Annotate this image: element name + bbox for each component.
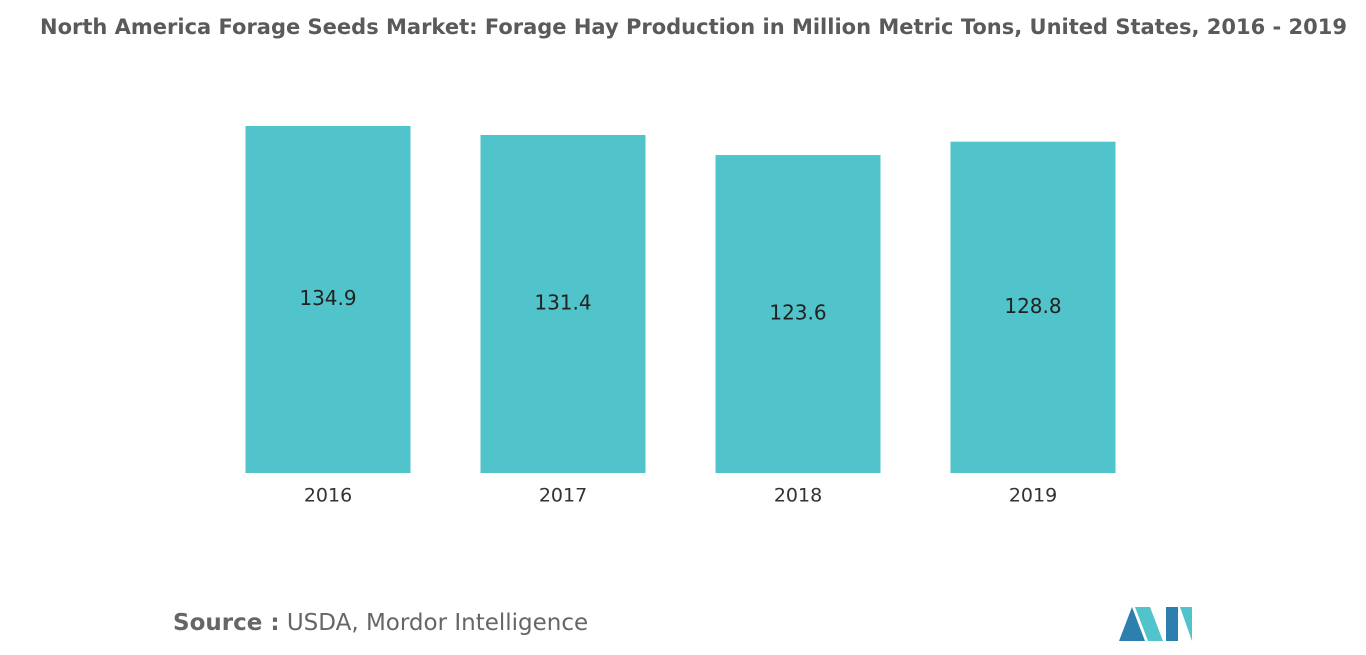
bar <box>715 155 881 473</box>
source-label: Source : <box>173 610 280 636</box>
value-label: 123.6 <box>769 301 826 325</box>
logo <box>1119 607 1192 641</box>
x-tick-label: 2016 <box>304 485 352 507</box>
value-label: 128.8 <box>1004 294 1061 318</box>
chart-title: North America Forage Seeds Market: Forag… <box>40 15 1347 39</box>
x-tick-label: 2017 <box>539 485 587 507</box>
bar <box>245 126 411 473</box>
source: Source : USDA, Mordor Intelligence <box>173 610 588 636</box>
bar <box>480 135 646 473</box>
value-label: 134.9 <box>299 286 356 310</box>
source-text: USDA, Mordor Intelligence <box>287 610 588 636</box>
bar <box>950 141 1116 473</box>
x-tick-label: 2019 <box>1009 485 1057 507</box>
x-tick-label: 2018 <box>774 485 822 507</box>
value-label: 131.4 <box>534 291 591 315</box>
